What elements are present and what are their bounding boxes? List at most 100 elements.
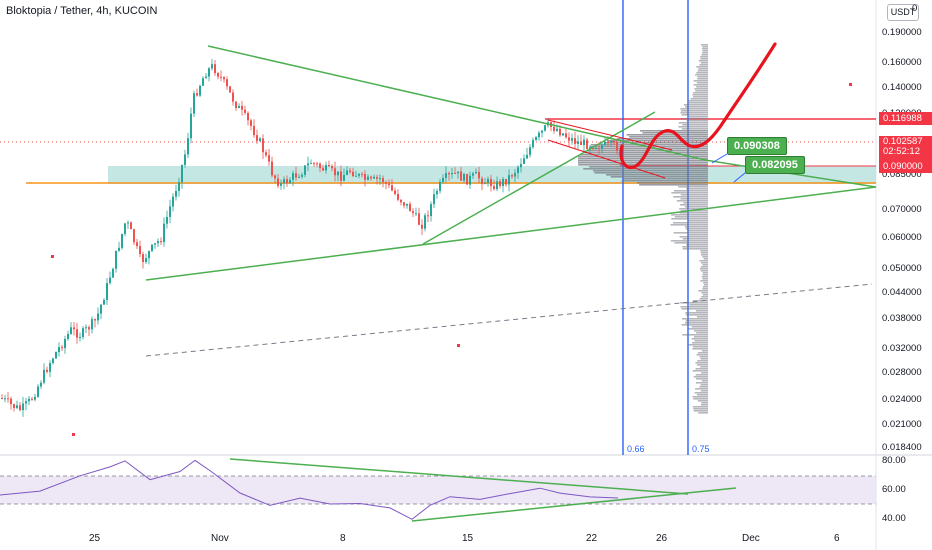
- candle-body: [316, 163, 318, 165]
- triangle-lower-trend-line[interactable]: [145, 186, 877, 281]
- currency-button[interactable]: USDT: [887, 4, 919, 21]
- candle-body: [256, 135, 258, 141]
- callout-upper-pointer: [711, 153, 728, 164]
- volume-bar: [680, 306, 708, 308]
- volume-bar: [695, 374, 708, 376]
- price-tick: 0.028000: [882, 367, 922, 378]
- volume-bar: [621, 180, 708, 182]
- candle-body: [499, 181, 501, 186]
- candle-body: [139, 246, 141, 255]
- volume-bar: [670, 240, 708, 242]
- volume-bar: [682, 318, 708, 320]
- price-tick: 0.032000: [882, 343, 922, 354]
- price-projection-path[interactable]: [619, 42, 777, 170]
- volume-bar: [693, 408, 708, 410]
- callout-lower[interactable]: 0.082095: [745, 156, 805, 174]
- volume-bar: [698, 290, 708, 292]
- volume-bar: [696, 72, 708, 74]
- candle-body: [301, 174, 303, 177]
- volume-bar: [701, 254, 708, 256]
- marker-dot: [51, 255, 54, 258]
- candle-body: [427, 215, 429, 217]
- symbol-title: Bloktopia / Tether, 4h, KUCOIN: [6, 5, 158, 17]
- triangle-upper-trend-line[interactable]: [207, 45, 706, 161]
- candle-body: [154, 243, 156, 245]
- candle-body: [511, 175, 513, 177]
- volume-bar: [687, 102, 708, 104]
- candle-body: [349, 170, 351, 172]
- volume-bar: [702, 256, 708, 258]
- channel-lower-line[interactable]: [547, 139, 666, 179]
- volume-bar: [687, 230, 708, 232]
- candle-body: [433, 194, 435, 205]
- candle-body: [1, 398, 3, 399]
- price-tick: 0.060000: [882, 232, 922, 243]
- volume-bar: [673, 222, 708, 224]
- candle-body: [100, 304, 102, 314]
- candle-body: [169, 206, 171, 217]
- price-tick: 0.190000: [882, 27, 922, 38]
- candle-body: [106, 283, 108, 300]
- volume-bar: [674, 242, 708, 244]
- volume-bar: [678, 126, 708, 128]
- volume-bar: [699, 386, 708, 388]
- candle-body: [355, 175, 357, 177]
- price-tick: 0.140000: [882, 82, 922, 93]
- volume-bar: [699, 64, 708, 66]
- candle-body: [250, 120, 252, 126]
- volume-bar: [696, 354, 708, 356]
- volume-bar: [702, 278, 708, 280]
- candle-body: [562, 133, 564, 136]
- volume-bar: [680, 198, 708, 200]
- candle-body: [40, 382, 42, 387]
- price-tick: 0.050000: [882, 263, 922, 274]
- rsi-lower-trend-line[interactable]: [411, 487, 737, 522]
- price-tick: 0.018400: [882, 442, 922, 453]
- candle-body: [268, 155, 270, 162]
- volume-bar: [680, 302, 708, 304]
- volume-bar: [702, 272, 708, 274]
- candle-body: [517, 167, 519, 174]
- rsi-indicator: [0, 459, 619, 520]
- candle-body: [64, 338, 66, 349]
- rising-trend-line[interactable]: [422, 111, 656, 245]
- volume-bar: [701, 380, 708, 382]
- volume-bar: [697, 400, 708, 402]
- volume-bar: [683, 104, 708, 106]
- volume-bar: [701, 54, 708, 56]
- volume-bar: [676, 200, 708, 202]
- volume-bar: [583, 168, 708, 170]
- candle-body: [379, 178, 381, 180]
- volume-bar: [700, 44, 708, 46]
- candle-body: [205, 76, 207, 79]
- candle-body: [559, 128, 561, 136]
- volume-bar: [684, 322, 708, 324]
- volume-bar: [686, 120, 708, 122]
- volume-bar: [607, 140, 708, 142]
- dashed-trend-line[interactable]: [145, 283, 873, 357]
- volume-bar: [681, 114, 708, 116]
- candle-body: [70, 327, 72, 335]
- volume-bar: [701, 372, 708, 374]
- callout-upper[interactable]: 0.090308: [727, 137, 787, 155]
- volume-bar: [679, 236, 708, 238]
- candle-body: [460, 171, 462, 181]
- volume-bar: [702, 288, 708, 290]
- volume-bar: [682, 248, 708, 250]
- volume-bar: [617, 138, 708, 140]
- candle-body: [337, 171, 339, 176]
- candle-body: [49, 363, 51, 372]
- candle-body: [46, 369, 48, 372]
- volume-bar: [703, 284, 708, 286]
- volume-bar: [671, 218, 708, 220]
- volume-bar: [684, 206, 708, 208]
- volume-bar: [703, 282, 708, 284]
- volume-bar: [693, 330, 708, 332]
- candle-body: [10, 398, 12, 405]
- rsi-upper-trend-line[interactable]: [229, 458, 689, 495]
- candle-body: [307, 163, 309, 166]
- candle-body: [589, 147, 591, 149]
- candle-body: [595, 147, 597, 149]
